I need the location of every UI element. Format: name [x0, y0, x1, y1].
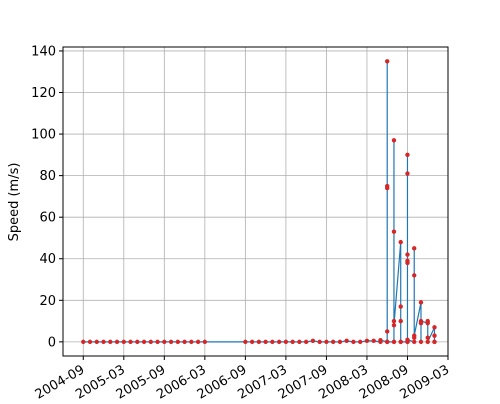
data-point	[425, 318, 430, 324]
data-point	[432, 333, 437, 338]
data-point	[405, 337, 410, 342]
y-axis-label: Speed (m/s)	[7, 163, 22, 242]
data-point	[391, 339, 397, 345]
data-point	[283, 339, 289, 345]
data-point	[297, 339, 302, 345]
data-point	[391, 229, 397, 234]
data-point	[385, 59, 390, 64]
data-line	[83, 61, 436, 343]
data-point	[243, 339, 248, 345]
data-point	[405, 258, 410, 264]
data-point	[385, 185, 390, 191]
data-point	[385, 339, 390, 345]
y-tick-label: 100	[31, 128, 56, 143]
data-point	[391, 323, 397, 328]
data-point	[357, 339, 363, 345]
y-tick-label: 140	[31, 44, 56, 59]
y-tick-label: 60	[39, 211, 56, 226]
data-point	[114, 339, 120, 345]
data-point	[398, 318, 403, 324]
data-point	[405, 152, 410, 158]
data-point	[432, 325, 437, 330]
data-point	[270, 339, 275, 345]
data-point	[391, 318, 397, 324]
data-point	[155, 339, 160, 345]
data-point	[364, 338, 370, 344]
data-point	[87, 339, 93, 345]
y-tick-label: 20	[39, 294, 56, 309]
data-point	[412, 339, 417, 345]
data-point	[418, 300, 424, 305]
y-tick-label: 40	[39, 252, 56, 267]
data-point	[310, 338, 316, 344]
data-point	[405, 252, 410, 257]
data-point	[412, 333, 417, 338]
data-point	[432, 339, 437, 345]
data-point	[168, 339, 174, 345]
data-point	[189, 339, 194, 345]
data-point	[108, 339, 113, 345]
data-point	[303, 339, 309, 345]
data-point	[398, 339, 403, 345]
data-point	[195, 339, 201, 345]
data-point	[162, 339, 167, 345]
data-point	[81, 339, 86, 345]
data-point	[135, 339, 140, 345]
data-point	[398, 239, 403, 245]
data-point	[141, 339, 147, 345]
data-point	[398, 304, 403, 309]
data-point	[337, 339, 343, 345]
data-point	[385, 329, 390, 334]
data-point	[391, 138, 397, 143]
data-point	[290, 339, 295, 345]
data-point	[371, 338, 376, 344]
data-point	[175, 339, 181, 345]
data-point	[101, 339, 106, 345]
data-point	[182, 339, 187, 345]
data-point	[121, 339, 126, 345]
data-point	[263, 339, 268, 345]
data-point	[344, 338, 349, 344]
data-point	[425, 339, 430, 345]
data-point	[317, 339, 322, 345]
data-point	[418, 339, 424, 345]
data-point	[202, 339, 208, 345]
data-point	[249, 339, 255, 345]
data-point	[330, 339, 336, 345]
data-point	[94, 339, 99, 345]
data-point	[256, 339, 262, 345]
data-point	[148, 339, 154, 345]
data-point	[324, 339, 329, 345]
y-tick-label: 80	[39, 169, 56, 184]
data-point	[128, 339, 133, 345]
data-point	[378, 338, 383, 343]
data-point	[351, 339, 356, 345]
data-point	[425, 335, 430, 340]
data-point	[405, 171, 410, 176]
data-point	[412, 246, 417, 251]
y-tick-label: 0	[48, 335, 56, 350]
y-tick-label: 120	[31, 86, 56, 101]
data-point	[412, 273, 417, 278]
data-point	[276, 339, 282, 345]
plot-frame	[62, 46, 449, 357]
data-point	[418, 318, 424, 324]
